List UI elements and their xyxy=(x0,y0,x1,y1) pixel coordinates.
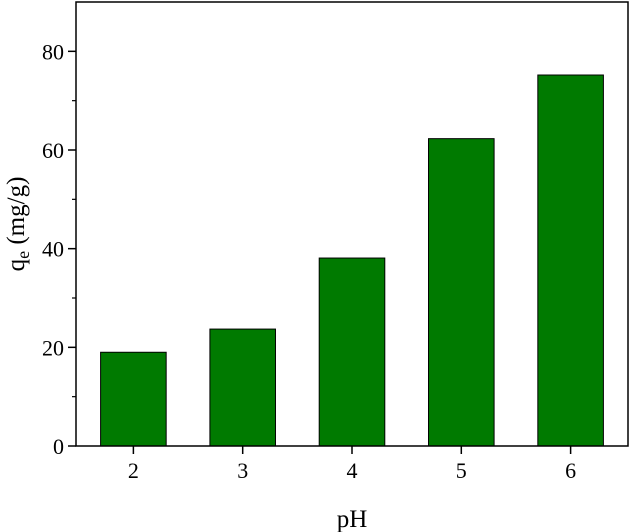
x-tick-label: 5 xyxy=(456,458,467,483)
bar-ph-4 xyxy=(318,257,386,447)
bar-ph-6 xyxy=(537,74,604,447)
bars xyxy=(100,74,604,447)
x-axis-title: pH xyxy=(337,506,368,532)
x-tick-label: 2 xyxy=(128,458,139,483)
y-axis-ticks: 0 20 40 60 80 xyxy=(42,39,76,459)
y-axis-title: qe (mg/g) xyxy=(3,177,33,272)
y-axis-title-subscript: e xyxy=(13,251,33,259)
x-tick-label: 4 xyxy=(347,458,358,483)
x-axis-ticks: 2 3 4 5 6 xyxy=(128,446,576,483)
bar-ph-2 xyxy=(100,351,167,447)
plot-frame xyxy=(75,1,629,447)
y-axis-title-unit: (mg/g) xyxy=(3,177,30,251)
x-tick-label: 3 xyxy=(237,458,248,483)
y-tick-label: 60 xyxy=(42,138,64,163)
y-tick-label: 20 xyxy=(42,335,64,360)
x-tick-label: 6 xyxy=(565,458,576,483)
y-tick-label: 0 xyxy=(53,434,64,459)
y-tick-label: 80 xyxy=(42,39,64,64)
bar-ph-3 xyxy=(209,328,276,447)
y-tick-label: 40 xyxy=(42,237,64,262)
bar-ph-5 xyxy=(428,138,495,447)
y-axis-title-main: q xyxy=(3,258,30,271)
